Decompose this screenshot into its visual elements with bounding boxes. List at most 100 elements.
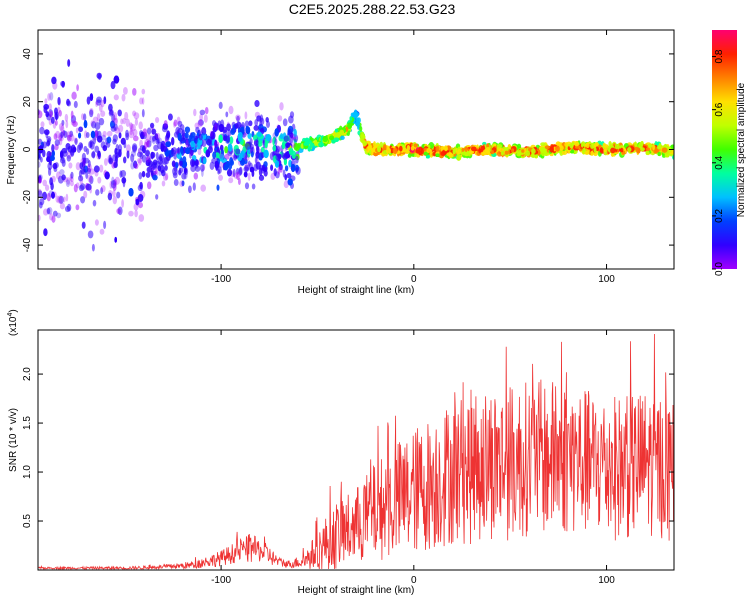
spectrogram-cell [117,109,122,117]
spectrogram-cell [123,141,127,149]
spectrogram-cell [141,97,145,105]
spectrogram-cell [284,165,289,172]
spectrogram-cell [240,150,246,159]
spectrogram-cell [209,130,213,137]
spectrogram-cell [91,151,96,158]
snr-panel: -100 0 100 0.5 1.0 1.5 2.0 Height of straight… [7,309,675,596]
spectrogram-cell [126,150,130,159]
spectrogram-cell [661,147,668,153]
spectrogram-cell [262,164,266,172]
spectrogram-cell [89,168,95,175]
spectrogram-cell [133,135,139,142]
spectrogram-cell [113,162,118,169]
spectrogram-cell [146,140,152,148]
spectrogram-cell [94,219,99,226]
spectrogram-cell [232,168,236,178]
spectrogram-cell [39,126,45,135]
spectrogram-cell [165,141,171,148]
figure-title: C2E5.2025.288.22.53.G23 [289,1,456,17]
spectrogram-cell [456,154,462,161]
spectrogram-cell [47,161,53,171]
spectrogram-cell [65,193,69,202]
spectrogram-cell [56,171,61,180]
spectrogram-cell [198,119,204,126]
spectrogram-cell [254,99,260,108]
spectrogram-cell [55,120,58,126]
spectrogram-cell [293,128,297,138]
spectrogram-cell [92,116,99,124]
spectrogram-cell [199,113,204,121]
spectrogram-cell [225,160,230,168]
spectrogram-cell [593,146,597,153]
spectrogram-cell [239,166,243,176]
spectrogram-cell [110,81,116,90]
colorbar-tick-label: 0.2 [714,209,725,223]
spectrogram-cell [48,167,52,176]
spectrogram-cell [173,119,178,127]
spectrogram-cell [57,106,61,114]
spectrogram-cell [154,133,159,141]
spectrogram-cell [128,130,135,139]
spectrogram-cell [539,146,546,154]
spectrogram-cell [60,131,64,139]
spectrogram-cell [537,149,541,156]
spectrogram-cell [87,174,93,183]
spectrogram-cell [249,166,255,173]
spectrogram-cell [201,127,207,136]
spectrogram-cell [362,141,367,146]
spectrogram-cell [478,147,482,154]
spectrogram-cell [360,134,366,140]
spectrogram-cell [349,116,353,121]
spectrogram-cell [137,193,144,203]
spectrogram-cell [258,174,265,181]
spectrogram-cell [83,120,88,129]
spectrogram-cell [590,143,594,149]
spectrogram-cell [334,132,340,139]
spectrogram-cell [247,172,251,182]
spectrogram-cell [181,129,185,137]
spectrogram-cell [132,128,138,137]
spectrogram-cell [66,154,72,162]
spectrogram-cell [185,147,191,155]
spectrogram-cell [53,132,58,140]
spectrogram-cell [480,145,486,151]
spectrogram-cell [120,118,124,125]
spectrogram-cell [193,172,198,180]
spectrogram-cell [109,180,113,189]
spectrogram-cell [634,146,639,151]
spectrogram-cell [138,202,143,209]
spectrogram-cell [348,123,352,129]
spectrogram-cell [307,145,312,152]
spectrogram-cell [147,181,152,190]
spectrogram-cell [161,145,168,153]
snr-series-line [37,333,675,571]
spectrogram-cell [176,152,182,159]
spectrogram-cell [179,160,184,167]
spectrogram-cell [135,198,140,206]
spectrogram-y-tick-label: -20 [22,190,33,205]
spectrogram-cell [52,210,58,217]
spectrogram-cell [212,151,217,159]
spectrogram-cell [279,165,283,173]
spectrogram-cell [235,167,240,175]
spectrogram-cell [114,127,120,134]
spectrogram-cell [138,202,143,209]
spectrogram-cell [244,164,250,172]
spectrogram-cell [46,140,50,147]
spectrogram-cell [645,147,651,152]
snr-scale-label: (x104) [7,309,19,336]
spectrogram-cell [133,160,138,169]
spectrogram-cell [55,120,58,126]
spectrogram-cell [355,120,360,127]
spectrogram-cell [163,120,168,129]
snr-x-tick-label: 100 [598,575,615,586]
spectrogram-cell [60,124,65,134]
spectrogram-cell [237,131,243,140]
spectrogram-cell [73,184,78,193]
spectrogram-cell [201,155,204,162]
spectrogram-cell [200,184,206,192]
spectrogram-cell [138,121,143,130]
spectrogram-cell [151,128,157,135]
spectrogram-cell [70,110,74,119]
spectrogram-cell [184,132,189,139]
